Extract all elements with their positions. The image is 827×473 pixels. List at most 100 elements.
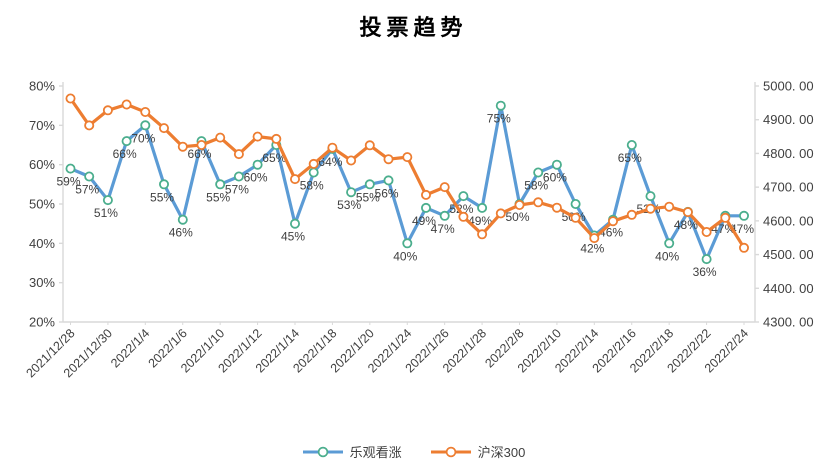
optimistic-data-point-marker xyxy=(233,171,244,182)
hs300-data-point-marker xyxy=(570,212,581,223)
optimistic-data-point-marker xyxy=(402,238,413,249)
hs300-data-point-marker xyxy=(252,131,263,142)
optimistic-data-point-marker xyxy=(645,191,656,202)
right-axis-tick-label: 4500. 00 xyxy=(763,247,814,262)
optimistic-data-point-marker xyxy=(65,163,76,174)
data-point-label: 75% xyxy=(487,112,511,126)
hs300-data-point-marker xyxy=(645,203,656,214)
optimistic-data-point-marker xyxy=(102,195,113,206)
data-point-label: 65% xyxy=(262,151,286,165)
optimistic-data-point-marker xyxy=(215,179,226,190)
data-point-label: 45% xyxy=(281,230,305,244)
hs300-data-point-marker xyxy=(84,120,95,131)
legend-item-optimistic: 乐观看涨 xyxy=(302,442,402,461)
left-axis-tick-label: 60% xyxy=(29,157,55,172)
data-point-label: 60% xyxy=(244,171,268,185)
optimistic-data-point-marker xyxy=(664,238,675,249)
hs300-data-point-marker xyxy=(514,199,525,210)
data-point-label: 53% xyxy=(337,198,361,212)
legend-item-hs300: 沪深300 xyxy=(430,442,525,461)
optimistic-data-point-marker xyxy=(84,171,95,182)
optimistic-data-point-marker xyxy=(533,167,544,178)
hs300-data-point-marker xyxy=(233,149,244,160)
data-point-label: 36% xyxy=(693,265,717,279)
data-point-label: 48% xyxy=(674,218,698,232)
hs300-data-point-marker xyxy=(720,212,731,223)
optimistic-data-point-marker xyxy=(383,175,394,186)
hs300-data-point-marker xyxy=(102,105,113,116)
hs300-data-point-marker xyxy=(402,152,413,163)
hs300-data-point-marker xyxy=(701,226,712,237)
hs300-data-point-marker xyxy=(308,158,319,169)
hs300-data-point-marker xyxy=(271,133,282,144)
hs300-data-point-marker xyxy=(383,154,394,165)
hs300-data-point-marker xyxy=(121,99,132,110)
optimistic-data-point-marker xyxy=(626,139,637,150)
data-point-label: 59% xyxy=(56,175,80,189)
hs300-data-point-marker xyxy=(158,123,169,134)
optimistic-legend-swatch xyxy=(302,446,343,457)
right-axis-tick-label: 4900. 00 xyxy=(763,112,814,127)
data-point-label: 57% xyxy=(75,182,99,196)
optimistic-data-point-marker xyxy=(158,179,169,190)
optimistic-data-point-marker xyxy=(439,210,450,221)
left-axis-tick-label: 80% xyxy=(29,79,55,94)
optimistic-data-point-marker xyxy=(308,167,319,178)
optimistic-data-point-marker xyxy=(477,202,488,213)
optimistic-data-point-marker xyxy=(739,210,750,221)
hs300-data-point-marker xyxy=(289,174,300,185)
hs300-data-point-marker xyxy=(495,208,506,219)
data-point-label: 50% xyxy=(505,210,529,224)
optimistic-data-point-marker xyxy=(570,198,581,209)
legend-label-optimistic: 乐观看涨 xyxy=(349,445,402,460)
hs300-data-point-marker xyxy=(346,155,357,166)
hs300-data-point-marker xyxy=(477,229,488,240)
optimistic-data-point-marker xyxy=(701,254,712,265)
optimistic-data-point-marker xyxy=(346,187,357,198)
left-axis-tick-label: 70% xyxy=(29,118,55,133)
chart-legend: 乐观看涨 沪深300 xyxy=(0,442,827,461)
hs300-data-point-marker xyxy=(739,242,750,253)
data-point-label: 49% xyxy=(412,214,436,228)
left-axis-tick-label: 20% xyxy=(29,315,55,330)
hs300-data-point-marker xyxy=(626,209,637,220)
right-axis-tick-label: 5000. 00 xyxy=(763,79,814,94)
hs300-data-point-marker xyxy=(196,139,207,150)
optimistic-data-point-marker xyxy=(420,202,431,213)
optimistic-data-point-marker xyxy=(140,120,151,131)
hs300-data-point-marker xyxy=(682,207,693,218)
data-point-label: 60% xyxy=(543,171,567,185)
left-axis-tick-label: 40% xyxy=(29,236,55,251)
hs300-data-point-marker xyxy=(439,182,450,193)
data-point-label: 57% xyxy=(225,182,249,196)
left-axis-tick-label: 30% xyxy=(29,275,55,290)
chart-title: 投票趋势 xyxy=(359,15,468,40)
hs300-data-point-marker xyxy=(215,132,226,143)
hs300-legend-swatch xyxy=(430,446,471,457)
hs300-data-point-marker xyxy=(140,107,151,118)
hs300-data-point-marker xyxy=(177,141,188,152)
data-point-label: 66% xyxy=(113,147,137,161)
optimistic-data-point-marker xyxy=(252,159,263,170)
data-point-label: 64% xyxy=(318,155,342,169)
hs300-data-point-marker xyxy=(364,140,375,151)
optimistic-data-point-marker xyxy=(121,136,132,147)
optimistic-data-point-marker xyxy=(495,100,506,111)
data-point-label: 58% xyxy=(524,179,548,193)
data-point-label: 42% xyxy=(580,241,604,255)
right-axis-tick-label: 4400. 00 xyxy=(763,281,814,296)
hs300-data-point-marker xyxy=(608,216,619,227)
hs300-data-point-marker xyxy=(664,201,675,212)
data-point-label: 55% xyxy=(206,190,230,204)
hs300-data-point-marker xyxy=(327,142,338,153)
right-axis-tick-label: 4800. 00 xyxy=(763,146,814,161)
data-point-label: 55% xyxy=(150,190,174,204)
hs300-data-point-marker xyxy=(589,233,600,244)
data-point-label: 51% xyxy=(94,206,118,220)
hs300-data-point-marker xyxy=(65,93,76,104)
data-point-label: 65% xyxy=(618,151,642,165)
optimistic-data-point-marker xyxy=(364,179,375,190)
hs300-data-point-marker xyxy=(458,211,469,222)
